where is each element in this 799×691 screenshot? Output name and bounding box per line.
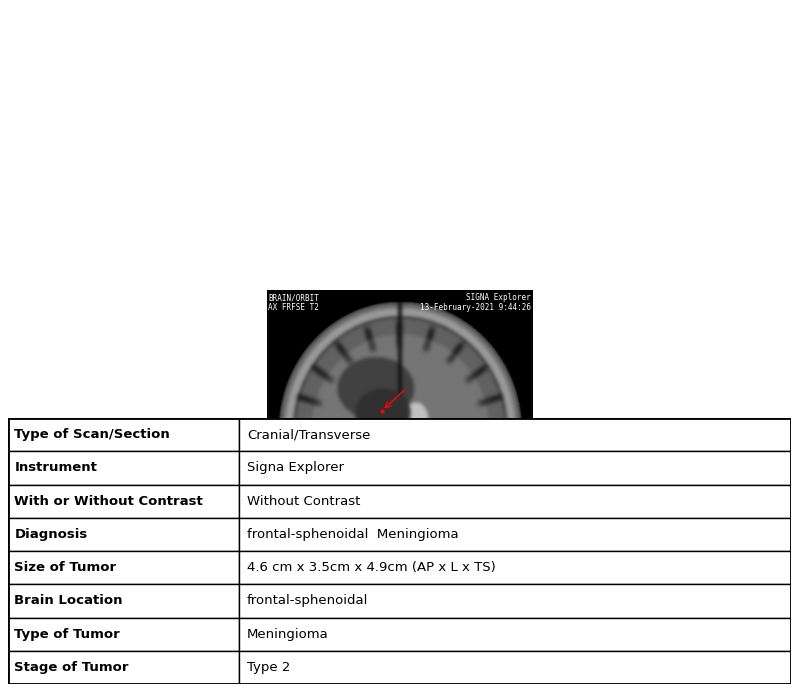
Text: SIGNA Explorer
13-February-2021 9:44:26: SIGNA Explorer 13-February-2021 9:44:26 [420,293,531,312]
Text: BRAIN/ORBIT
AX FRFSE T2: BRAIN/ORBIT AX FRFSE T2 [268,293,319,312]
Text: ST: 4.00 SL: 16.53
RT: 4459.00 ET: 111.02
FS: 1.50
MR
LittleEndianExplicit
Image: ST: 4.00 SL: 16.53 RT: 4459.00 ET: 111.0… [268,521,361,569]
Bar [239,518,791,551]
Bar [8,484,239,518]
Bar [239,618,791,651]
Text: Signa Explorer: Signa Explorer [247,462,344,475]
Bar [8,518,239,551]
Bar [8,551,239,585]
Text: Brain Location: Brain Location [14,594,123,607]
Text: frontal-sphenoidal: frontal-sphenoidal [247,594,368,607]
Bar [8,651,239,684]
Bar [239,651,791,684]
Text: Cranial/Transverse: Cranial/Transverse [247,428,370,441]
Text: frontal-sphenoidal  Meningioma: frontal-sphenoidal Meningioma [247,528,459,541]
Text: Diagnosis: Diagnosis [14,528,88,541]
Text: Type of Scan/Section: Type of Scan/Section [14,428,170,441]
Bar [239,484,791,518]
Bar [239,551,791,585]
Text: Meningioma: Meningioma [247,627,328,641]
Bar [8,451,239,484]
Text: Type 2: Type 2 [247,661,290,674]
Bar [239,451,791,484]
Bar [8,618,239,651]
Text: Type of Tumor: Type of Tumor [14,627,120,641]
Text: 4.6 cm x 3.5cm x 4.9cm (AP x L x TS): 4.6 cm x 3.5cm x 4.9cm (AP x L x TS) [247,561,495,574]
Bar [8,585,239,618]
Bar [8,418,239,451]
Text: Instrument: Instrument [14,462,97,475]
Bar [239,418,791,451]
Bar [239,585,791,618]
Text: Size of Tumor: Size of Tumor [14,561,117,574]
Text: WL: 2083 WW: 4166: WL: 2083 WW: 4166 [452,560,531,569]
Text: With or Without Contrast: With or Without Contrast [14,495,203,508]
Text: Without Contrast: Without Contrast [247,495,360,508]
Text: Stage of Tumor: Stage of Tumor [14,661,129,674]
